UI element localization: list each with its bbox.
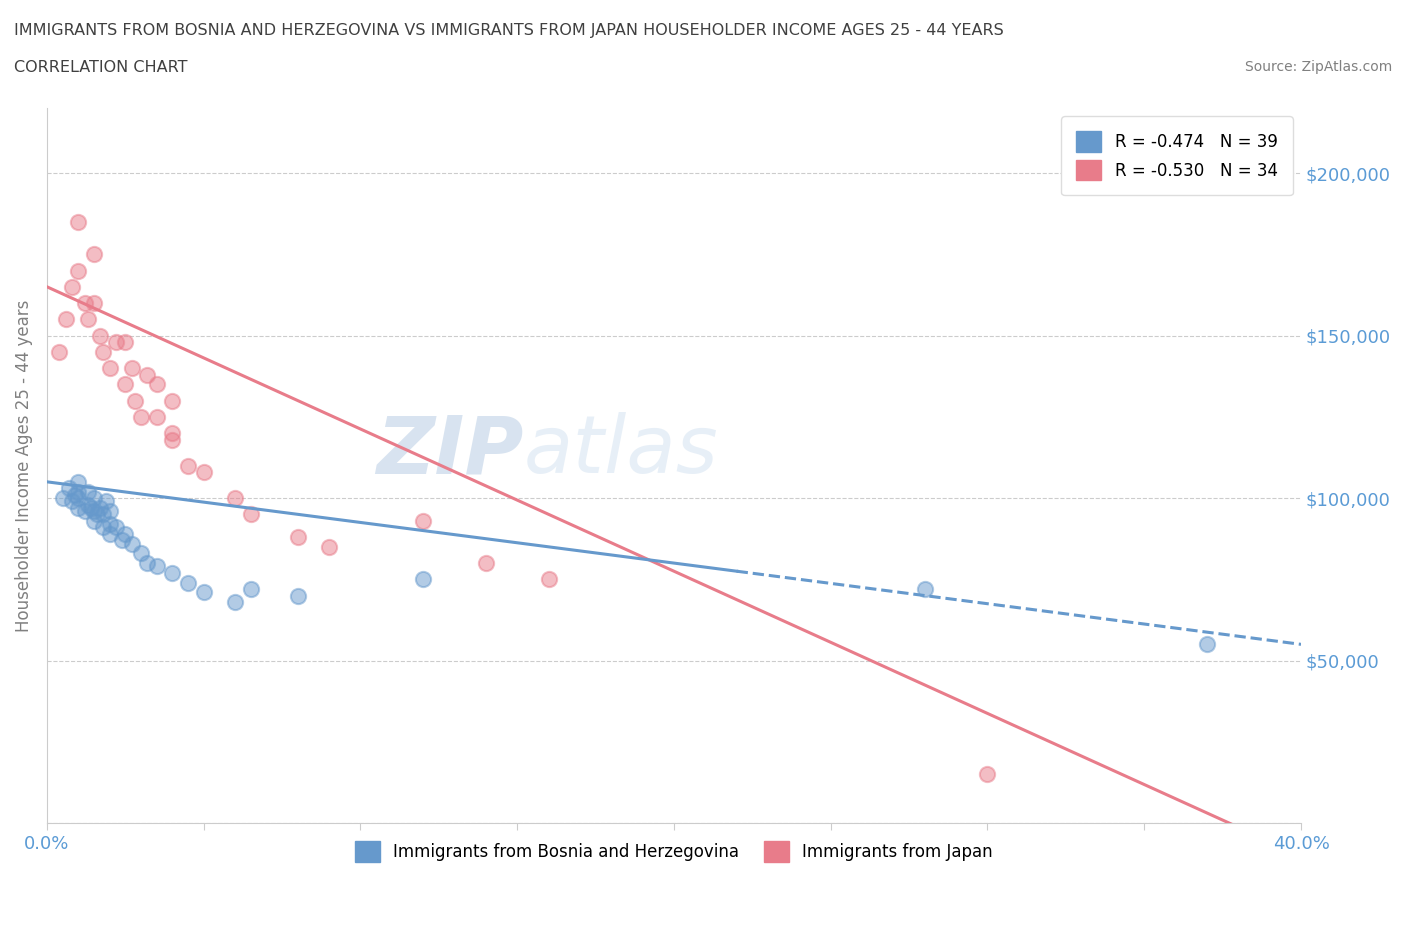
Legend: Immigrants from Bosnia and Herzegovina, Immigrants from Japan: Immigrants from Bosnia and Herzegovina, … — [349, 835, 1000, 869]
Text: ZIP: ZIP — [375, 412, 523, 490]
Point — [136, 555, 159, 570]
Point — [412, 513, 434, 528]
Point — [83, 246, 105, 261]
Point — [239, 581, 262, 596]
Point — [136, 367, 159, 382]
Text: Source: ZipAtlas.com: Source: ZipAtlas.com — [1244, 60, 1392, 74]
Point — [224, 594, 246, 609]
Point — [98, 517, 121, 532]
Point — [193, 465, 215, 480]
Point — [1195, 637, 1218, 652]
Y-axis label: Householder Income Ages 25 - 44 years: Householder Income Ages 25 - 44 years — [15, 299, 32, 631]
Point — [89, 328, 111, 343]
Point — [287, 588, 309, 603]
Point — [76, 485, 98, 499]
Point — [55, 312, 77, 326]
Point — [98, 504, 121, 519]
Point — [318, 539, 340, 554]
Point — [124, 393, 146, 408]
Point — [239, 507, 262, 522]
Point — [48, 344, 70, 359]
Point — [177, 458, 200, 473]
Point — [412, 572, 434, 587]
Point — [104, 335, 127, 350]
Point — [67, 263, 90, 278]
Text: CORRELATION CHART: CORRELATION CHART — [14, 60, 187, 75]
Point — [60, 279, 83, 294]
Point — [83, 296, 105, 311]
Text: IMMIGRANTS FROM BOSNIA AND HERZEGOVINA VS IMMIGRANTS FROM JAPAN HOUSEHOLDER INCO: IMMIGRANTS FROM BOSNIA AND HERZEGOVINA V… — [14, 23, 1004, 38]
Point — [129, 409, 152, 424]
Point — [129, 546, 152, 561]
Point — [111, 533, 134, 548]
Point — [80, 500, 103, 515]
Point — [76, 498, 98, 512]
Point — [98, 361, 121, 376]
Point — [121, 536, 143, 551]
Point — [287, 530, 309, 545]
Point — [86, 507, 108, 522]
Point — [145, 409, 167, 424]
Point — [67, 214, 90, 229]
Point — [96, 494, 118, 509]
Point — [67, 491, 90, 506]
Point — [224, 491, 246, 506]
Point — [63, 487, 86, 502]
Point — [121, 361, 143, 376]
Point — [73, 296, 96, 311]
Point — [114, 335, 136, 350]
Text: atlas: atlas — [523, 412, 718, 490]
Point — [104, 520, 127, 535]
Point — [537, 572, 560, 587]
Point — [162, 426, 184, 441]
Point — [91, 507, 114, 522]
Point — [98, 526, 121, 541]
Point — [914, 581, 936, 596]
Point — [67, 474, 90, 489]
Point — [193, 585, 215, 600]
Point — [89, 500, 111, 515]
Point — [114, 526, 136, 541]
Point — [475, 555, 498, 570]
Point — [83, 491, 105, 506]
Point — [51, 491, 73, 506]
Point — [145, 559, 167, 574]
Point — [162, 565, 184, 580]
Point — [58, 481, 80, 496]
Point — [162, 393, 184, 408]
Point — [145, 377, 167, 392]
Point — [91, 344, 114, 359]
Point — [67, 500, 90, 515]
Point — [177, 575, 200, 590]
Point — [83, 513, 105, 528]
Point — [162, 432, 184, 447]
Point — [60, 494, 83, 509]
Point — [83, 504, 105, 519]
Point — [76, 312, 98, 326]
Point — [114, 377, 136, 392]
Point — [67, 485, 90, 499]
Point — [73, 504, 96, 519]
Point — [91, 520, 114, 535]
Point — [976, 767, 998, 782]
